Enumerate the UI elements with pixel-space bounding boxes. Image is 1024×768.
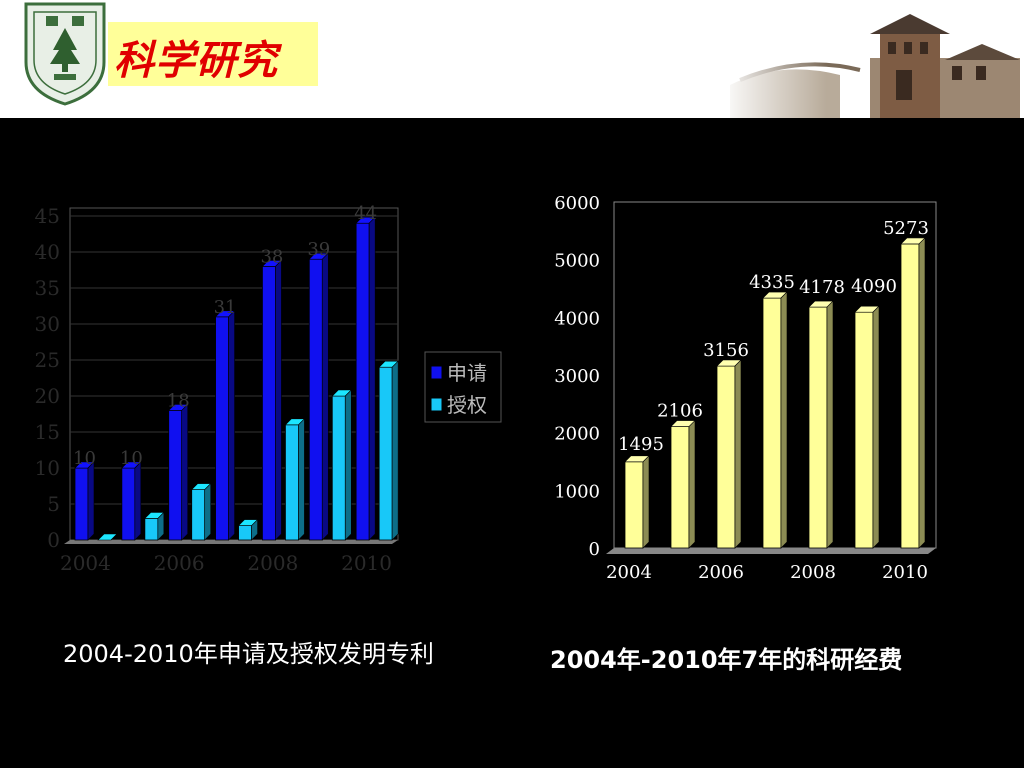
bar-grant xyxy=(331,389,353,541)
bar-grant xyxy=(144,511,165,541)
bar-funding xyxy=(670,419,696,549)
y-tick-label: 1000 xyxy=(554,481,600,502)
data-label: 18 xyxy=(167,390,190,411)
y-tick-label: 3000 xyxy=(554,366,600,387)
x-tick-label: 2010 xyxy=(341,551,392,575)
patent-chart-caption: 2004-2010年申请及授权发明专利 xyxy=(63,640,434,668)
legend-swatch xyxy=(430,397,443,412)
bar-grant xyxy=(284,418,306,541)
bar-grant xyxy=(190,482,212,541)
data-label: 4335 xyxy=(749,272,795,293)
x-tick-label: 2006 xyxy=(698,562,744,583)
y-tick-label: 4000 xyxy=(554,308,600,329)
bar-funding xyxy=(900,237,926,549)
nanjing-university-seal-icon xyxy=(24,2,106,106)
data-label: 1495 xyxy=(618,434,664,455)
data-label: 44 xyxy=(354,203,377,224)
bar-apply xyxy=(214,310,236,541)
x-tick-label: 2006 xyxy=(154,551,205,575)
data-label: 3156 xyxy=(703,340,749,361)
x-tick-label: 2004 xyxy=(606,562,652,583)
legend-label: 申请 xyxy=(447,361,487,385)
data-label: 4090 xyxy=(851,276,897,297)
bar-apply xyxy=(167,403,189,541)
y-tick-label: 35 xyxy=(35,276,60,300)
page-title: 科学研究 xyxy=(114,38,278,84)
bar-funding xyxy=(716,359,742,549)
data-label: 10 xyxy=(73,448,96,469)
bar-apply xyxy=(121,461,142,541)
funding-chart-caption: 2004年-2010年7年的科研经费 xyxy=(550,646,903,674)
y-tick-label: 20 xyxy=(35,384,60,408)
x-tick-label: 2010 xyxy=(882,562,928,583)
chart-floor xyxy=(64,540,398,544)
title-banner: 科学研究 xyxy=(108,22,318,86)
data-label: 5273 xyxy=(883,218,929,239)
data-label: 39 xyxy=(307,239,330,260)
y-tick-label: 40 xyxy=(35,240,60,264)
bar-grant xyxy=(378,360,399,541)
y-tick-label: 0 xyxy=(47,528,60,552)
bar-apply xyxy=(355,216,376,541)
data-label: 4178 xyxy=(799,277,845,298)
data-label: 2106 xyxy=(657,401,703,422)
y-tick-label: 15 xyxy=(35,420,60,444)
bar-apply xyxy=(261,259,283,541)
bar-funding xyxy=(624,455,650,549)
patent-chart: 0 5 10 15 20 25 30 35 40 45 2004 2006 2008 2010 10 10 18… xyxy=(35,203,502,575)
y-tick-label: 0 xyxy=(589,539,600,560)
slide-header: 科学研究 xyxy=(0,0,1024,118)
x-tick-label: 2008 xyxy=(790,562,836,583)
y-tick-label: 5000 xyxy=(554,251,600,272)
legend-label: 授权 xyxy=(447,393,487,417)
y-tick-label: 10 xyxy=(35,456,60,480)
bar-apply xyxy=(308,252,330,541)
y-tick-label: 45 xyxy=(35,204,60,228)
y-tick-label: 5 xyxy=(47,492,60,516)
bar-apply xyxy=(74,461,95,541)
bar-grant xyxy=(97,533,118,541)
bar-funding xyxy=(808,300,834,549)
chart-floor xyxy=(606,548,936,554)
data-label: 38 xyxy=(260,246,283,267)
bar-funding xyxy=(762,291,788,549)
y-tick-label: 2000 xyxy=(554,424,600,445)
legend-swatch xyxy=(430,365,443,380)
bar-funding xyxy=(854,305,880,549)
data-label: 31 xyxy=(214,297,237,318)
y-tick-label: 30 xyxy=(35,312,60,336)
x-tick-label: 2004 xyxy=(60,551,111,575)
campus-building-scenery-icon xyxy=(720,0,1024,118)
y-tick-label: 25 xyxy=(35,348,60,372)
x-tick-label: 2008 xyxy=(247,551,298,575)
funding-chart: 0 1000 2000 3000 4000 5000 6000 2004 2006 2008 201… xyxy=(554,193,937,583)
data-label: 10 xyxy=(120,448,143,469)
bar-grant xyxy=(237,518,259,541)
y-tick-label: 6000 xyxy=(554,193,600,214)
